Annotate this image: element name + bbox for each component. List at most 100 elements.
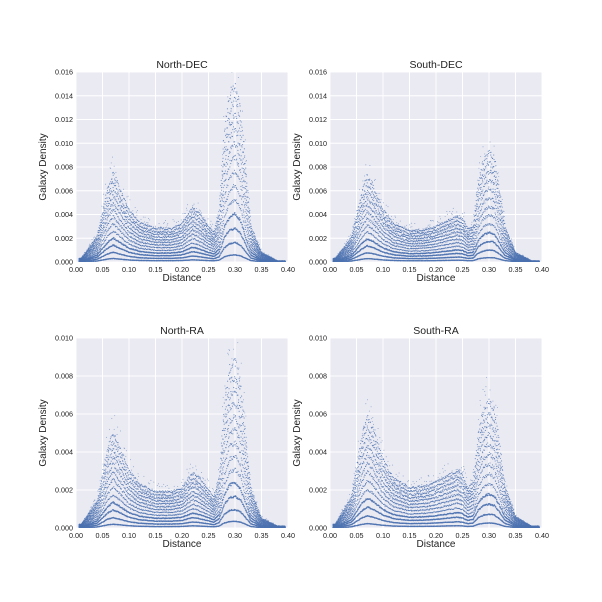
data-point <box>221 189 223 191</box>
data-point <box>101 228 103 230</box>
data-point <box>218 252 220 254</box>
data-point <box>235 173 237 175</box>
data-point <box>127 230 129 232</box>
data-point <box>90 244 92 246</box>
data-point <box>248 240 250 242</box>
data-point <box>219 224 221 226</box>
data-point <box>241 185 243 187</box>
data-point <box>96 241 98 243</box>
data-point <box>233 173 235 175</box>
data-point <box>144 239 146 241</box>
data-point <box>152 227 154 229</box>
data-point <box>149 237 151 239</box>
data-point <box>198 232 201 234</box>
data-point <box>133 241 135 243</box>
data-point <box>125 241 127 243</box>
data-point <box>198 225 200 227</box>
data-point <box>217 235 219 237</box>
data-point <box>137 219 139 221</box>
y-tick-label: 0.008 <box>55 163 73 172</box>
data-point <box>177 221 179 222</box>
data-point <box>173 220 175 222</box>
data-point <box>145 236 147 238</box>
data-point <box>99 240 101 242</box>
data-point <box>243 221 245 223</box>
data-point <box>215 246 217 248</box>
data-point <box>100 226 102 228</box>
x-tick-label: 0.15 <box>149 265 163 274</box>
data-point <box>171 236 173 238</box>
data-point <box>119 205 121 207</box>
data-point <box>186 241 188 243</box>
data-point <box>188 229 190 231</box>
data-point <box>167 223 169 225</box>
data-point <box>207 234 209 236</box>
data-point <box>147 248 149 250</box>
data-point <box>219 254 221 256</box>
data-point <box>125 212 127 214</box>
data-point <box>240 163 242 165</box>
data-point <box>221 186 223 189</box>
data-point <box>247 223 249 226</box>
data-point <box>124 220 126 222</box>
data-point <box>227 119 229 121</box>
data-point <box>108 192 110 194</box>
data-point <box>160 232 162 234</box>
data-point <box>103 213 106 215</box>
data-point <box>165 229 167 231</box>
data-point <box>115 207 118 209</box>
data-point <box>215 247 218 249</box>
data-point <box>223 164 225 166</box>
data-point <box>150 228 152 231</box>
data-point <box>200 213 202 215</box>
data-point <box>239 120 241 122</box>
data-point <box>93 236 95 238</box>
data-point <box>243 233 246 235</box>
data-point <box>230 176 233 178</box>
data-point <box>233 200 235 202</box>
data-point <box>259 249 261 251</box>
data-point <box>120 214 122 216</box>
data-point <box>113 165 115 167</box>
data-point <box>90 249 92 251</box>
data-point <box>237 191 239 193</box>
data-point <box>94 241 96 243</box>
data-point <box>248 243 251 245</box>
data-point <box>214 236 216 239</box>
data-point <box>152 235 154 237</box>
data-point <box>155 227 157 229</box>
data-point <box>245 208 247 211</box>
data-point <box>102 218 104 220</box>
data-point <box>223 226 226 228</box>
data-point <box>201 235 203 237</box>
data-point <box>136 219 138 221</box>
scatter-points <box>78 72 286 262</box>
data-point <box>122 224 125 226</box>
data-point <box>230 189 232 191</box>
data-point <box>149 234 151 236</box>
data-point <box>102 228 104 230</box>
data-point <box>124 211 127 213</box>
data-point <box>210 220 212 222</box>
data-point <box>217 229 219 231</box>
data-point <box>181 222 183 224</box>
data-point <box>117 183 120 185</box>
data-point <box>94 240 96 242</box>
data-point <box>117 216 120 218</box>
data-point <box>207 237 209 239</box>
data-point <box>227 232 229 234</box>
data-point <box>244 193 246 195</box>
data-point <box>238 114 240 116</box>
data-point <box>103 222 105 224</box>
data-point <box>231 202 233 204</box>
data-point <box>174 246 176 248</box>
data-point <box>102 243 104 245</box>
data-point <box>144 221 145 223</box>
data-point <box>195 208 197 210</box>
data-point <box>119 213 121 215</box>
data-point <box>142 229 144 231</box>
data-point <box>156 239 158 241</box>
data-point <box>190 231 192 233</box>
data-point <box>119 208 121 210</box>
data-point <box>103 219 105 221</box>
